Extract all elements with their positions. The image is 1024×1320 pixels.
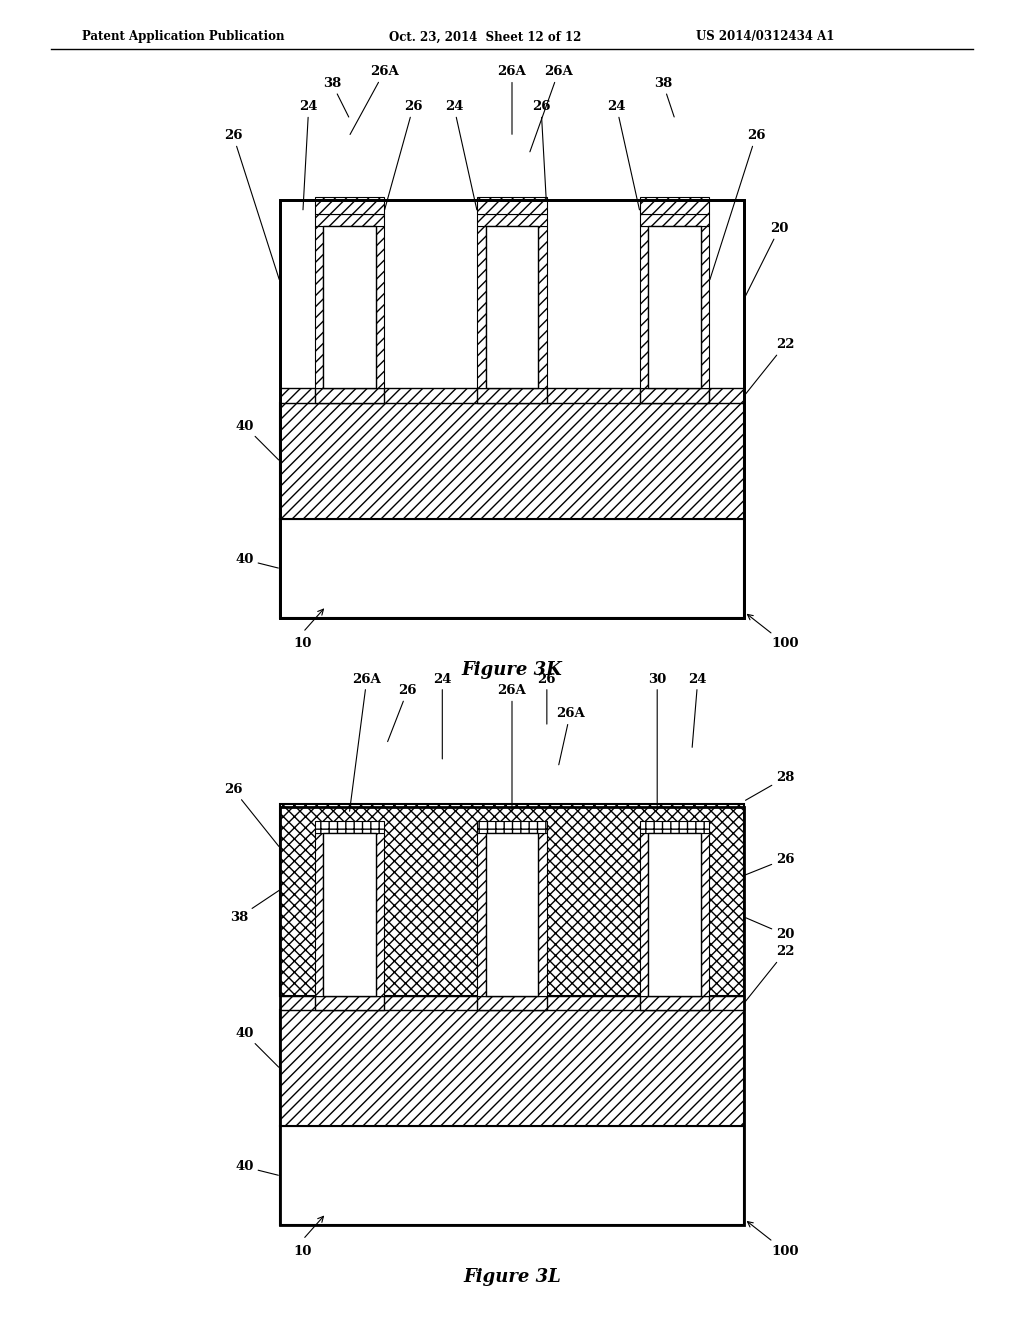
Bar (640, 833, 648, 995)
Text: 26: 26 (224, 129, 280, 280)
Bar (376, 833, 384, 995)
Text: 24: 24 (688, 672, 708, 747)
Bar (280, 403, 744, 519)
Bar (314, 388, 384, 403)
Bar (280, 1010, 744, 1126)
Text: 22: 22 (745, 338, 795, 395)
Text: 30: 30 (648, 672, 667, 808)
Text: 24: 24 (607, 100, 639, 210)
Bar (648, 226, 700, 388)
Bar (539, 833, 547, 995)
Bar (314, 226, 324, 388)
Text: 40: 40 (236, 420, 279, 459)
Text: 22: 22 (745, 945, 795, 1002)
Bar (700, 833, 710, 995)
Text: 26A: 26A (498, 684, 526, 812)
Bar (280, 199, 744, 618)
Text: 10: 10 (294, 638, 312, 651)
Text: 26A: 26A (556, 708, 585, 764)
Bar (539, 226, 547, 388)
Text: Figure 3K: Figure 3K (462, 661, 562, 678)
Bar (280, 995, 744, 1010)
Text: 40: 40 (236, 1160, 279, 1175)
Bar (477, 197, 547, 214)
Bar (640, 197, 710, 214)
Bar (280, 1126, 744, 1225)
Text: 26: 26 (710, 129, 765, 280)
Text: 38: 38 (230, 888, 282, 924)
Bar (648, 833, 700, 995)
Bar (324, 833, 376, 995)
Bar (485, 833, 539, 995)
Text: Oct. 23, 2014  Sheet 12 of 12: Oct. 23, 2014 Sheet 12 of 12 (389, 30, 582, 44)
Bar (477, 214, 547, 226)
Bar (314, 833, 324, 995)
Bar (640, 821, 710, 833)
Text: 26: 26 (538, 672, 556, 725)
Bar (640, 214, 710, 226)
Text: 28: 28 (745, 771, 795, 800)
Text: 40: 40 (236, 553, 279, 568)
Text: US 2014/0312434 A1: US 2014/0312434 A1 (696, 30, 835, 44)
Bar (280, 388, 744, 403)
Text: 38: 38 (323, 77, 349, 117)
Text: 24: 24 (433, 672, 452, 759)
Text: Figure 3L: Figure 3L (463, 1269, 561, 1286)
Text: 24: 24 (444, 100, 477, 210)
Text: 40: 40 (236, 1027, 279, 1067)
Bar (280, 199, 744, 618)
Bar (314, 214, 384, 226)
Bar (640, 226, 648, 388)
Text: Patent Application Publication: Patent Application Publication (82, 30, 285, 44)
Text: 24: 24 (299, 100, 318, 210)
Bar (324, 226, 376, 388)
Text: 26: 26 (224, 783, 279, 846)
Bar (477, 995, 547, 1010)
Bar (700, 226, 710, 388)
Bar (477, 821, 547, 833)
Text: 26: 26 (742, 853, 795, 876)
Bar (477, 226, 485, 388)
Bar (640, 388, 710, 403)
Bar (477, 388, 547, 403)
Text: 38: 38 (654, 77, 674, 117)
Text: 26: 26 (385, 100, 423, 210)
Bar (314, 197, 384, 214)
Text: 26: 26 (388, 684, 417, 742)
Bar (376, 226, 384, 388)
Text: 26A: 26A (350, 65, 398, 135)
Text: 26: 26 (531, 100, 550, 210)
Bar (280, 519, 744, 618)
Bar (314, 995, 384, 1010)
Text: 100: 100 (748, 614, 799, 651)
Text: 20: 20 (744, 222, 788, 297)
Bar (280, 807, 744, 1225)
Bar (477, 833, 485, 995)
Text: 20: 20 (745, 917, 795, 941)
Text: 100: 100 (748, 1221, 799, 1258)
Text: 26A: 26A (349, 672, 381, 812)
Bar (485, 226, 539, 388)
Bar (280, 804, 744, 995)
Bar (640, 995, 710, 1010)
Bar (314, 821, 384, 833)
Text: 10: 10 (294, 1245, 312, 1258)
Text: 26A: 26A (498, 65, 526, 135)
Text: 26A: 26A (529, 65, 572, 152)
